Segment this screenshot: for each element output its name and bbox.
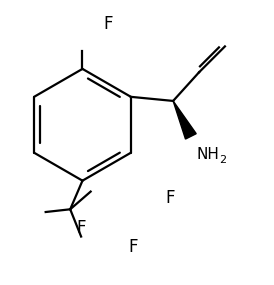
- Text: F: F: [128, 239, 138, 256]
- Text: F: F: [104, 15, 113, 33]
- Text: F: F: [76, 219, 86, 237]
- Polygon shape: [173, 101, 196, 139]
- Text: 2: 2: [219, 155, 226, 165]
- Text: F: F: [165, 190, 175, 207]
- Text: NH: NH: [197, 147, 220, 162]
